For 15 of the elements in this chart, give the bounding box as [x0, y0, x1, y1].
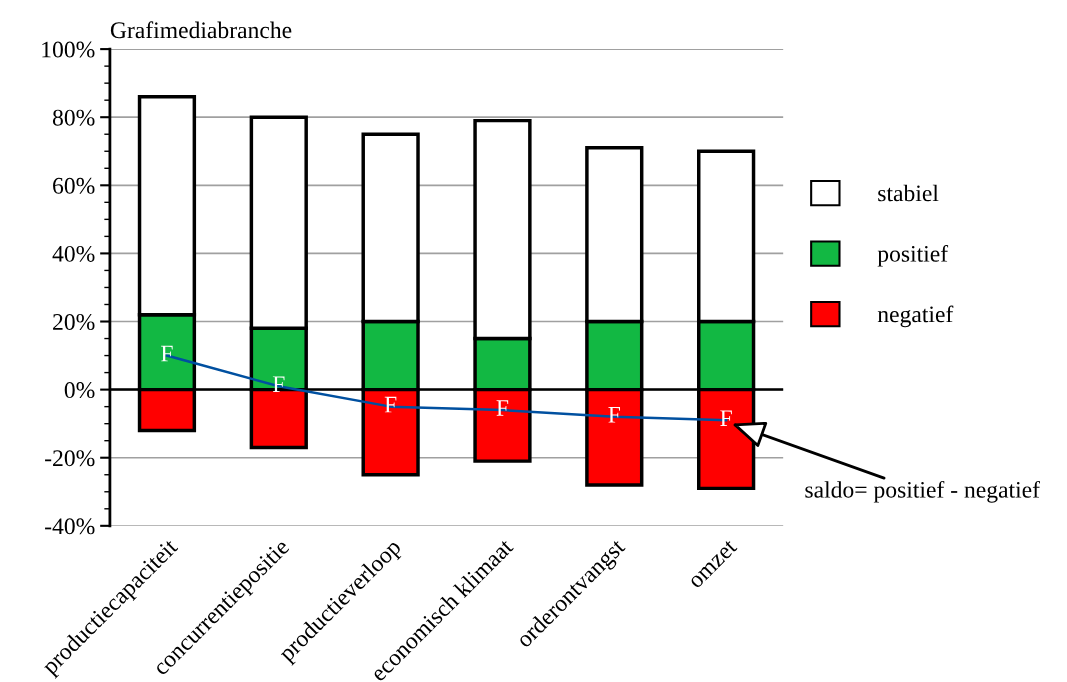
y-tick-label: 20% — [53, 314, 95, 331]
y-tick-label: 100% — [42, 41, 95, 58]
data-label: F — [720, 410, 732, 426]
legend-label: negatief — [877, 305, 954, 328]
y-tick-label: 40% — [52, 245, 95, 262]
annotation: saldo= positief - negatief — [805, 480, 1041, 503]
legend-label: stabiel — [878, 184, 939, 202]
y-tick-label: -40% — [45, 518, 95, 535]
y-tick-label: 80% — [52, 109, 95, 126]
y-tick-label: 60% — [53, 177, 95, 194]
y-tick-label: -20% — [45, 450, 95, 467]
data-label: F — [161, 345, 173, 362]
y-tick-label: 0% — [64, 382, 95, 399]
chart-title: Grafimediabranche — [110, 21, 292, 39]
legend-label: positief — [877, 244, 949, 267]
